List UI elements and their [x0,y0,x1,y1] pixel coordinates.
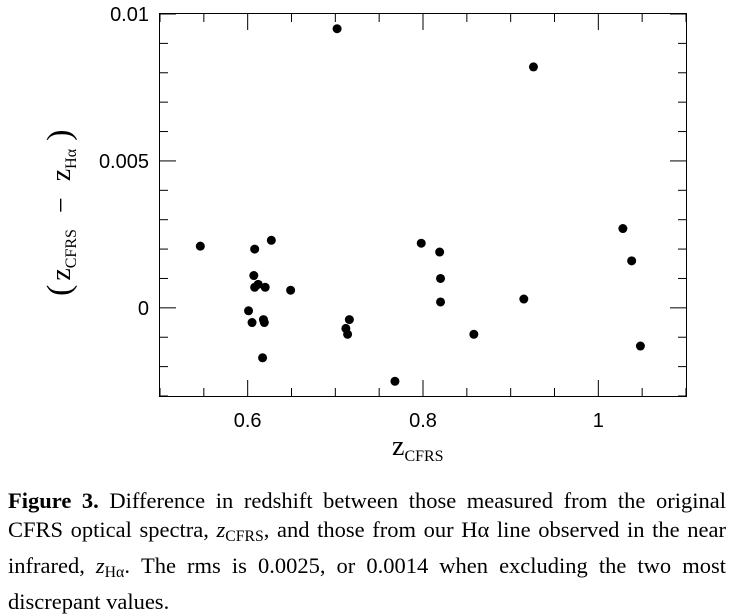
y-axis-label-symbol-1: z [46,268,77,280]
caption-text-1: Difference in redshift between those mea… [8,488,726,542]
data-point [260,282,270,292]
y-tick-label: 0 [138,298,149,320]
y-axis-label-close-paren: ) [41,130,78,141]
y-axis-label-minus: − [46,197,77,213]
data-point [435,247,445,257]
x-axis-label: zCFRS [392,431,444,465]
data-point [332,24,342,34]
plot-frame [159,13,687,397]
y-axis-label-subscript-1: CFRS [63,229,80,268]
data-point [259,318,269,328]
data-point [247,318,257,328]
data-point [286,285,296,295]
caption-zcfrs-symbol: z [216,517,226,542]
data-point [343,329,353,339]
data-point [258,353,268,363]
figure-caption: Figure 3. Difference in redshift between… [8,486,726,616]
data-point [528,62,538,72]
data-point [390,376,400,386]
caption-label: Figure 3. [8,488,99,513]
x-tick-label: 1 [593,410,604,432]
y-axis-label-open-paren: ( [41,285,78,296]
caption-zha-subscript: Hα [104,563,125,581]
data-point [344,315,354,325]
y-tick-label: 0.01 [110,4,149,26]
data-point [253,279,263,289]
caption-text-3: . The rms is 0.0025, or 0.0014 when excl… [8,552,726,614]
data-point [249,271,259,281]
data-points [195,24,645,386]
data-point [244,306,254,316]
caption-zha-symbol: z [95,552,105,578]
data-point [250,244,260,254]
data-point [469,329,479,339]
tick-labels: 0.6 0.8 1 0 0.005 0.01 [99,4,604,432]
x-tick-label: 0.6 [234,410,262,432]
y-tick-label: 0.005 [99,151,149,173]
y-axis-label-symbol-2: z [46,169,77,181]
x-axis-label-symbol: z [392,431,404,462]
data-point [266,235,276,245]
data-point [618,224,628,234]
data-point [436,297,446,307]
y-axis-label: (zCFRS−zHα) [41,130,80,296]
data-point [627,256,637,266]
data-point [635,341,645,351]
data-point [195,241,205,251]
data-point [416,238,426,248]
data-point [519,294,529,304]
x-axis-label-subscript: CFRS [404,448,443,465]
caption-text-2: , and those from our Hα line observed in… [8,517,726,578]
y-axis-label-subscript-2: Hα [63,148,80,169]
data-point [436,273,446,283]
axis-ticks [159,13,687,397]
x-tick-label: 0.8 [409,410,437,432]
caption-zcfrs-subscript: CFRS [225,527,264,545]
